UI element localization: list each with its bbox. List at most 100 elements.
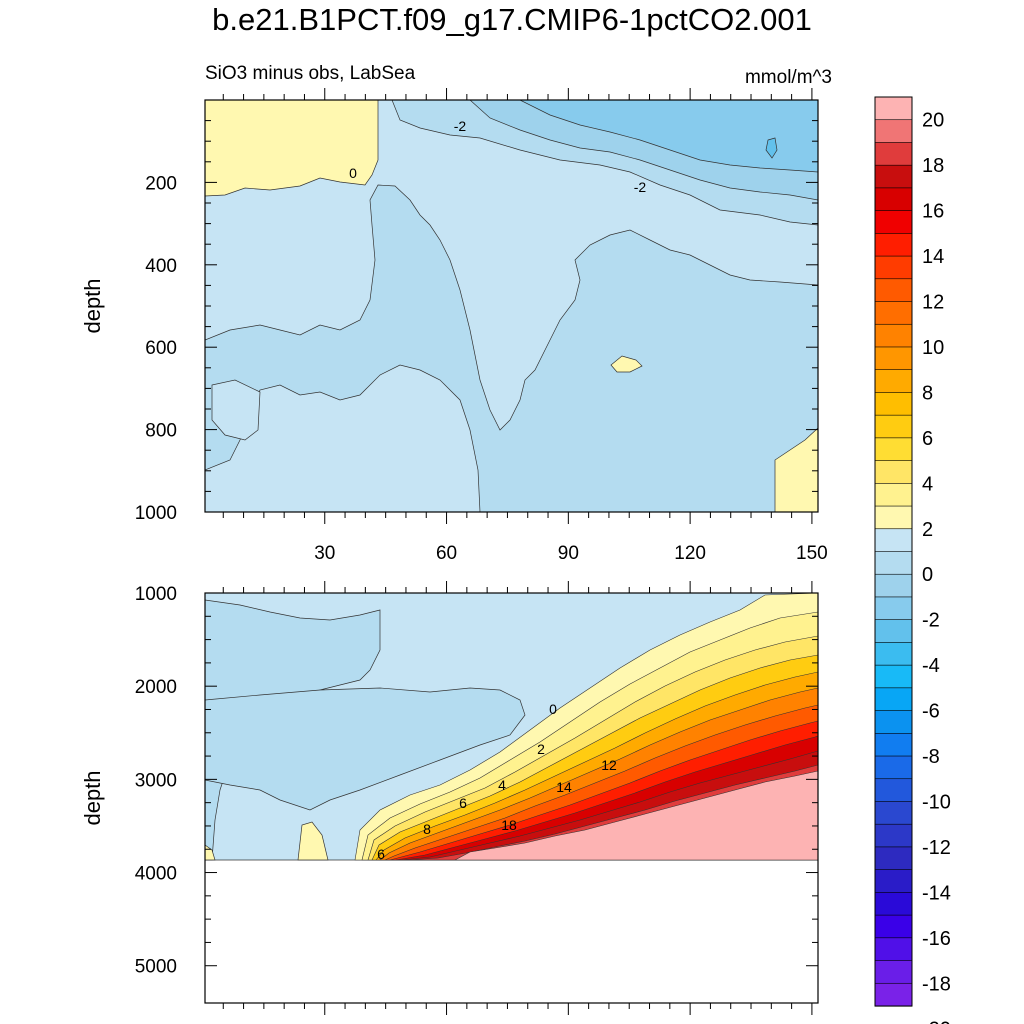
colorbar-swatch <box>874 732 913 757</box>
upper-mid-negative <box>205 184 818 512</box>
colorbar-swatch <box>874 96 913 121</box>
upper-tiny-blob <box>765 137 778 159</box>
contour-label: 18 <box>501 817 517 833</box>
lower-mid-negative <box>205 687 526 811</box>
colorbar-swatch <box>874 392 913 416</box>
colorbar-label: 20 <box>922 110 944 132</box>
colorbar-label: -10 <box>922 791 951 813</box>
x-tick-label: 60 <box>436 543 457 564</box>
colorbar-label: 18 <box>922 155 944 177</box>
x-tick-label: 150 <box>796 543 828 564</box>
colorbar-label: -16 <box>922 928 951 950</box>
y-tick-label: 3000 <box>135 770 177 791</box>
colorbar-swatch <box>874 369 913 394</box>
colorbar-swatch <box>874 937 913 962</box>
contour-label: 0 <box>349 165 357 181</box>
colorbar-swatch <box>874 573 913 598</box>
upper-mid-blob <box>211 379 261 441</box>
colorbar-label: 16 <box>922 201 944 223</box>
colorbar-swatch <box>874 210 913 234</box>
colorbar-swatch <box>874 346 913 371</box>
colorbar-label: 8 <box>922 382 933 404</box>
colorbar-swatch <box>874 255 913 280</box>
colorbar-label: -2 <box>922 610 940 632</box>
colorbar-swatch <box>874 142 913 166</box>
contour-label: -2 <box>454 118 467 134</box>
colorbar-frame <box>874 96 913 1007</box>
lower-ylabel: depth <box>80 770 105 825</box>
colorbar-swatch <box>874 914 913 939</box>
colorbar-swatch <box>874 664 913 689</box>
x-tick-label: 30 <box>314 543 335 564</box>
upper-axis-ticks: 200 400 600 800 1000 30 60 90 120 150 <box>135 88 828 564</box>
colorbar-swatch <box>874 233 913 257</box>
y-tick-label: 400 <box>145 256 177 277</box>
contour-label: 0 <box>549 701 557 717</box>
x-tick-label: 90 <box>558 543 579 564</box>
colorbar-swatch <box>874 960 913 984</box>
colorbar-swatch <box>874 483 913 507</box>
colorbar-swatch <box>874 505 913 530</box>
colorbar-swatch <box>874 278 913 303</box>
colorbar-label: -6 <box>922 701 940 723</box>
upper-positive-region <box>205 100 379 197</box>
contour-label: 6 <box>377 846 385 862</box>
lower-panel: 0 2 4 6 8 6 12 14 18 <box>205 593 818 1003</box>
colorbar-label: 10 <box>922 337 944 359</box>
chart-title: b.e21.B1PCT.f09_g17.CMIP6-1pctCO2.001 <box>212 2 812 37</box>
y-tick-label: 4000 <box>135 864 177 885</box>
y-tick-label: 5000 <box>135 957 177 978</box>
y-tick-label: 2000 <box>135 677 177 698</box>
variable-label: SiO3 minus obs, LabSea <box>205 63 416 84</box>
contour-label: 6 <box>459 795 467 811</box>
contour-label: -2 <box>634 179 647 195</box>
contour-label: 8 <box>423 821 431 837</box>
colorbar-swatch <box>874 823 913 848</box>
colorbar-label: 14 <box>922 246 944 268</box>
colorbar-swatch <box>874 323 913 348</box>
units-label: mmol/m^3 <box>744 67 832 88</box>
colorbar-swatch <box>874 414 913 439</box>
colorbar-swatch <box>874 119 913 144</box>
upper-small-positive-blob <box>610 355 643 373</box>
upper-shallow-negative-deeper <box>519 100 818 173</box>
colorbar: 20181614121086420-2-4-6-8-10-12-14-16-18… <box>874 96 951 1024</box>
colorbar-swatch <box>874 619 913 643</box>
colorbar-label: 2 <box>922 519 933 541</box>
colorbar-swatch <box>874 892 913 916</box>
colorbar-swatch <box>874 982 913 1007</box>
contour-label: 14 <box>556 779 572 795</box>
colorbar-swatch <box>874 642 913 666</box>
contour-label: 12 <box>601 757 617 773</box>
colorbar-swatch <box>874 187 913 212</box>
colorbar-label: -4 <box>922 655 940 677</box>
lower-panel-frame <box>204 592 819 1004</box>
colorbar-swatch <box>874 710 913 734</box>
colorbar-swatch <box>874 460 913 484</box>
lower-axis-ticks: 1000 2000 3000 4000 5000 <box>135 581 818 1015</box>
upper-deep-positive-corner <box>774 427 818 512</box>
colorbar-swatch <box>874 801 913 825</box>
colorbar-swatch <box>874 778 913 803</box>
colorbar-label: 12 <box>922 292 944 314</box>
colorbar-label: -12 <box>922 837 951 859</box>
contour-label: 4 <box>498 777 506 793</box>
y-tick-label: 800 <box>145 421 177 442</box>
colorbar-swatch <box>874 687 913 712</box>
y-tick-label: 1000 <box>135 584 177 605</box>
colorbar-swatch <box>874 596 913 621</box>
colorbar-swatch <box>874 301 913 325</box>
y-tick-label: 200 <box>145 173 177 194</box>
colorbar-swatch <box>874 551 913 575</box>
colorbar-label: 6 <box>922 428 933 450</box>
colorbar-swatch <box>874 528 913 553</box>
lower-small-positive-1 <box>297 821 329 861</box>
colorbar-label: -14 <box>922 882 951 904</box>
colorbar-swatch <box>874 755 913 780</box>
colorbar-label: 4 <box>922 473 933 495</box>
colorbar-swatch <box>874 869 913 893</box>
upper-panel: -2 0 -2 <box>205 100 818 512</box>
x-tick-label: 120 <box>674 543 706 564</box>
colorbar-swatch <box>874 846 913 871</box>
